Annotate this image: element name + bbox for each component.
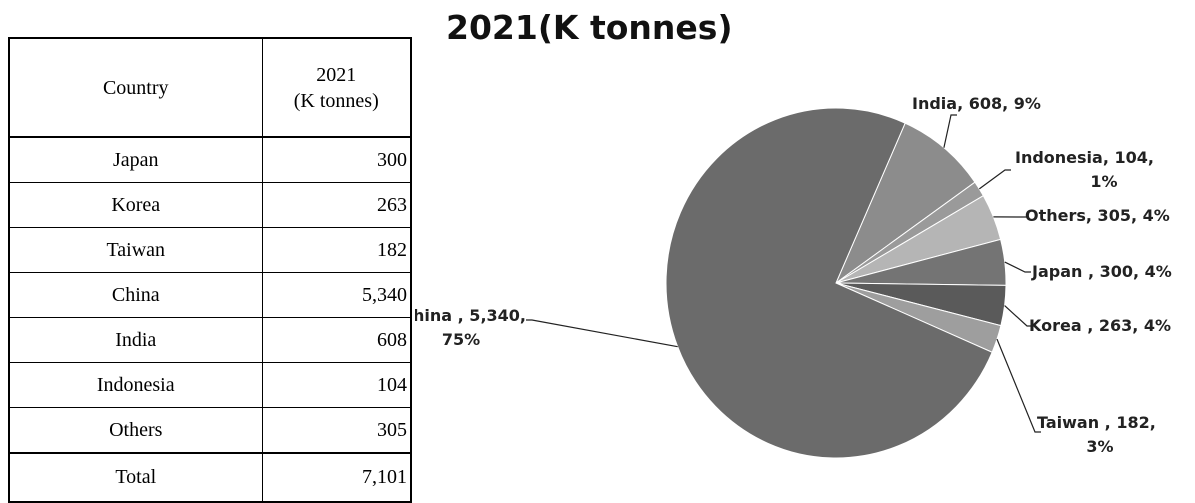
country-cell: China — [9, 273, 262, 318]
country-cell: Korea — [9, 183, 262, 228]
country-cell: Indonesia — [9, 363, 262, 408]
value-cell: 300 — [262, 137, 411, 183]
header-value-year: 2021 — [316, 64, 356, 86]
data-label-korea: Korea , 263, 4% — [1029, 316, 1171, 335]
value-cell: 104 — [262, 363, 411, 408]
country-cell: Japan — [9, 137, 262, 183]
data-label-japan: Japan , 300, 4% — [1031, 262, 1172, 281]
leader-line-taiwan — [997, 339, 1041, 432]
header-value-unit: (K tonnes) — [294, 90, 379, 112]
data-label-china: China , 5,340, — [415, 306, 526, 325]
data-label-taiwan: Taiwan , 182, — [1037, 413, 1156, 432]
leader-line-japan — [1005, 262, 1031, 272]
data-label-india: India, 608, 9% — [912, 94, 1041, 113]
data-label-indonesia: Indonesia, 104, — [1015, 148, 1154, 167]
country-cell: Others — [9, 408, 262, 454]
leader-line-india — [944, 115, 957, 148]
country-cell: India — [9, 318, 262, 363]
leader-line-china — [526, 320, 678, 347]
data-label-china: 75% — [442, 330, 480, 349]
header-value: 2021 (K tonnes) — [262, 38, 411, 137]
value-cell: 608 — [262, 318, 411, 363]
country-cell: Taiwan — [9, 228, 262, 273]
value-cell: 263 — [262, 183, 411, 228]
pie-chart: India, 608, 9% Indonesia, 104, 1% Others, 3… — [415, 0, 1195, 495]
leader-line-indonesia — [979, 170, 1011, 189]
value-cell: 182 — [262, 228, 411, 273]
table-header-row: Country 2021 (K tonnes) — [9, 38, 411, 137]
value-cell: 305 — [262, 408, 411, 454]
value-cell: 5,340 — [262, 273, 411, 318]
data-label-taiwan: 3% — [1086, 437, 1113, 456]
data-label-others: Others, 305, 4% — [1025, 206, 1170, 225]
data-label-indonesia: 1% — [1090, 172, 1117, 191]
header-country: Country — [9, 38, 262, 137]
